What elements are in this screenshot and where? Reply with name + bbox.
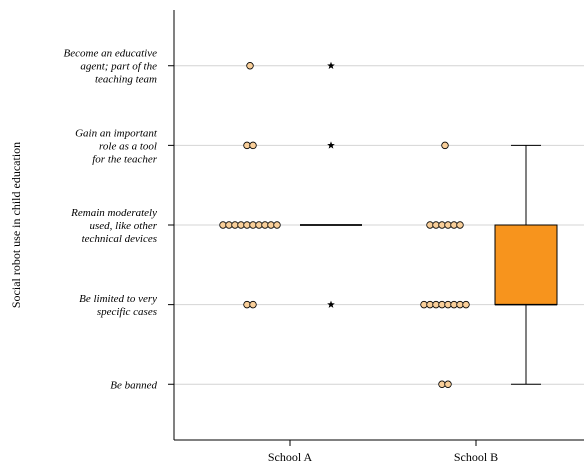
y-tick-label: agent; part of the: [80, 61, 157, 73]
outlier-star: [327, 141, 335, 149]
response-dot: [249, 300, 257, 309]
response-dot: [441, 141, 449, 150]
y-tick-label: teaching team: [95, 74, 157, 86]
y-tick-label: Become an educative: [64, 48, 158, 60]
y-tick-label: specific cases: [97, 306, 157, 318]
y-tick-label: technical devices: [82, 233, 157, 245]
y-tick-label: Gain an important: [75, 127, 158, 139]
y-tick-label: Be limited to very: [79, 293, 157, 305]
response-dot: [249, 141, 257, 150]
boxplots: [300, 61, 558, 385]
response-dot: [462, 300, 470, 309]
y-tick-label: Be banned: [110, 379, 157, 391]
x-tick-label: School B: [454, 450, 498, 464]
response-dot: [246, 62, 254, 70]
outlier-star: [327, 61, 335, 69]
response-dot: [444, 380, 452, 388]
y-tick-label: used, like other: [89, 220, 157, 232]
x-ticks: School A School B: [268, 440, 498, 464]
x-tick-label: School A: [268, 450, 313, 464]
y-tick-label: role as a tool: [99, 140, 157, 152]
response-dot: [273, 221, 281, 229]
dot-plot: [219, 62, 470, 388]
box-iqr: [494, 224, 558, 306]
response-dot: [456, 221, 464, 229]
y-tick-label: Remain moderately: [70, 207, 157, 219]
y-axis-title: Social robot use in child education: [9, 142, 23, 308]
outlier-star: [327, 300, 335, 308]
y-tick-label: for the teacher: [92, 153, 157, 165]
